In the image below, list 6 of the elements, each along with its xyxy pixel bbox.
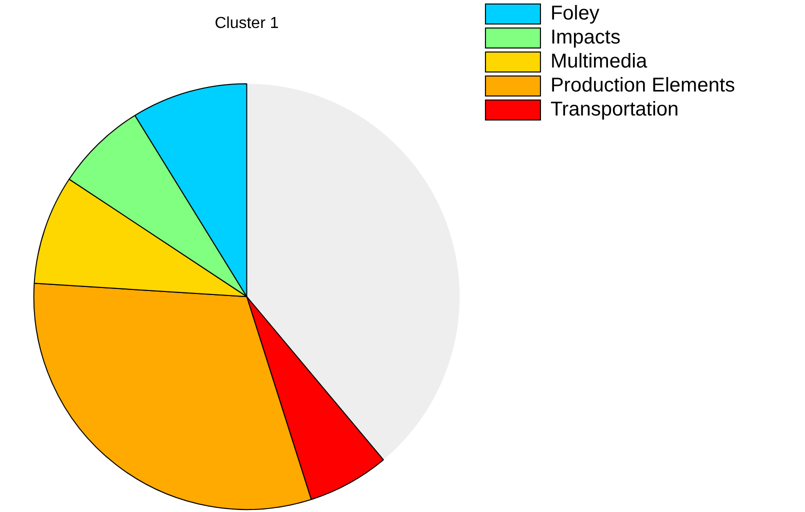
legend-label: Foley (550, 2, 600, 25)
text: Cluster 1 (214, 15, 279, 32)
legend-label: Transportation (550, 98, 679, 121)
legend-label: Production Elements (550, 74, 736, 97)
legend-label: Impacts (550, 26, 620, 49)
legend-label: Multimedia (550, 50, 648, 73)
